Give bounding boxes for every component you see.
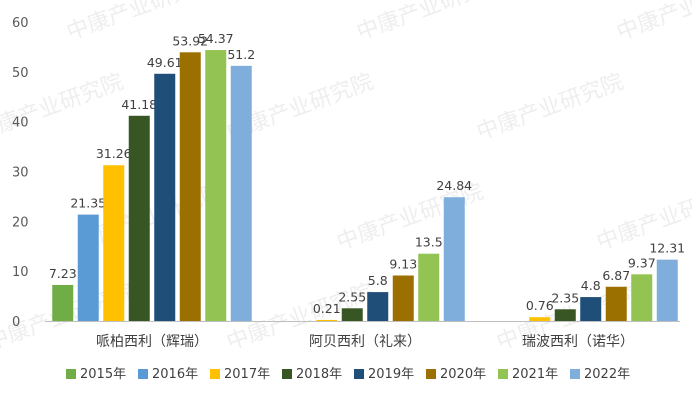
bar xyxy=(554,309,576,321)
data-label: 49.61 xyxy=(147,55,183,70)
bar xyxy=(367,292,389,321)
data-label: 0.21 xyxy=(313,301,341,316)
legend-label: 2019年 xyxy=(368,367,414,382)
data-label: 21.35 xyxy=(70,196,106,211)
legend-swatch xyxy=(210,369,220,379)
legend: 2015年 2016年 2017年 2018年 2019年 2020年 2021年 2022年 xyxy=(66,367,630,382)
data-label: 7.23 xyxy=(49,266,77,281)
legend-swatch xyxy=(570,369,580,379)
legend-swatch xyxy=(138,369,148,379)
legend-label: 2017年 xyxy=(224,367,270,382)
data-label: 51.2 xyxy=(227,47,255,62)
legend-swatch xyxy=(354,369,364,379)
bar xyxy=(443,197,465,321)
data-label: 2.55 xyxy=(338,289,366,304)
legend-swatch xyxy=(66,369,76,379)
legend-swatch xyxy=(426,369,436,379)
legend-label: 2022年 xyxy=(584,367,630,382)
y-axis: 0 10 20 30 40 50 60 xyxy=(12,16,29,330)
bar xyxy=(580,297,602,321)
x-axis: 哌柏西利（辉瑞） 阿贝西利（礼来） 瑞波西利（诺华） xyxy=(45,321,680,350)
data-label: 5.8 xyxy=(368,273,388,288)
y-tick-label: 50 xyxy=(12,66,29,81)
legend-label: 2021年 xyxy=(512,367,558,382)
bar xyxy=(205,50,227,322)
y-tick-label: 0 xyxy=(12,315,20,330)
bar xyxy=(529,317,551,321)
y-tick-label: 30 xyxy=(12,166,29,181)
bar xyxy=(316,319,338,321)
data-label: 2.35 xyxy=(551,290,579,305)
y-tick-label: 40 xyxy=(12,116,29,131)
bar xyxy=(392,275,414,321)
bar xyxy=(179,52,201,321)
y-tick-label: 10 xyxy=(12,265,29,280)
data-label: 13.5 xyxy=(415,235,443,250)
y-tick-label: 60 xyxy=(12,16,29,31)
bar xyxy=(341,308,363,321)
data-label: 24.84 xyxy=(436,178,472,193)
x-tick-label: 哌柏西利（辉瑞） xyxy=(96,333,208,350)
data-label: 53.92 xyxy=(172,33,208,48)
bars-layer: 7.23 21.35 31.26 0.21 0.76 41.18 2.55 2.35 49.61… xyxy=(49,31,685,322)
watermark-text: 中康产业研究院 xyxy=(354,0,507,46)
data-label: 31.26 xyxy=(96,146,132,161)
watermark-text: 中康产业研究院 xyxy=(0,69,127,145)
legend-swatch xyxy=(498,369,508,379)
x-tick-label: 阿贝西利（礼来） xyxy=(309,334,421,350)
bar xyxy=(52,284,74,321)
bar xyxy=(230,65,252,321)
x-tick-label: 瑞波西利（诺华） xyxy=(522,334,634,350)
data-label: 6.87 xyxy=(602,268,630,283)
bar xyxy=(631,274,653,321)
bar xyxy=(77,214,99,321)
bar xyxy=(154,73,176,322)
legend-swatch xyxy=(282,369,292,379)
y-tick-label: 20 xyxy=(12,215,29,230)
data-label: 9.13 xyxy=(389,257,417,272)
legend-label: 2020年 xyxy=(440,367,486,382)
data-label: 41.18 xyxy=(121,97,157,112)
data-label: 12.31 xyxy=(649,241,685,256)
watermark-text: 中康产业研究院 xyxy=(474,69,627,145)
legend-label: 2018年 xyxy=(296,367,342,382)
data-label: 54.37 xyxy=(198,31,234,46)
data-label: 4.8 xyxy=(581,278,601,293)
data-label: 0.76 xyxy=(526,298,554,313)
legend-label: 2015年 xyxy=(80,367,126,382)
bar xyxy=(103,165,125,321)
bar xyxy=(605,286,627,321)
bar xyxy=(656,259,678,321)
watermark-text: 中康产业研究院 xyxy=(614,0,692,46)
legend-label: 2016年 xyxy=(152,367,198,382)
bar xyxy=(128,115,150,321)
bar xyxy=(418,253,440,321)
data-label: 9.37 xyxy=(628,255,656,270)
